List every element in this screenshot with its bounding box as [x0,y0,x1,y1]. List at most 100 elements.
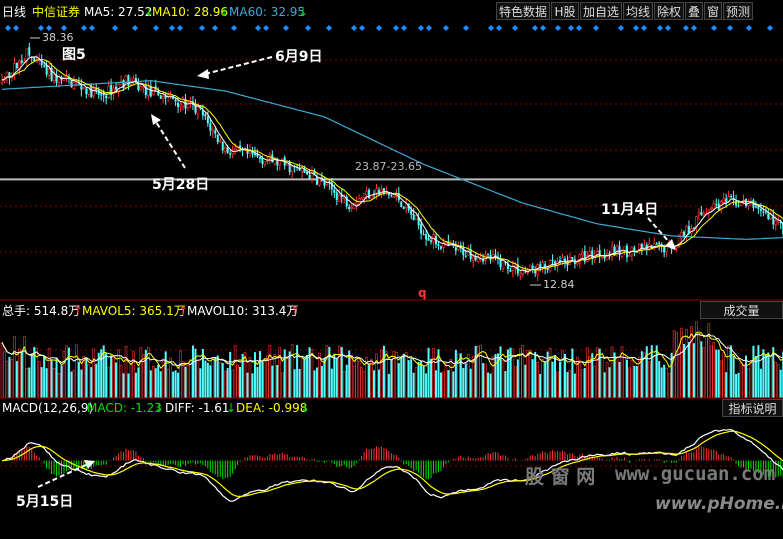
candle-body [179,104,182,107]
candle-body [159,95,162,99]
volume-bar [209,365,212,398]
volume-bar [717,349,720,398]
volume-bar [40,367,43,398]
candle-body [640,243,643,249]
candle-body [333,189,336,193]
mavol5-arrow: ↑ [178,304,189,318]
volume-bar [697,330,701,399]
candle-body [258,156,261,159]
volume-bar [769,357,773,399]
volume-bar [352,365,356,399]
volume-bar [504,371,507,398]
candle-body [420,224,423,234]
volume-bar [362,371,366,399]
candle-body [615,245,619,255]
candle-body [206,116,209,124]
candle-body [142,86,145,89]
candle-body [591,250,594,259]
ma10-arrow: ↓ [219,5,230,19]
volume-indicator-button[interactable]: 成交量 [700,301,783,319]
volume-bar [727,345,730,399]
ma60-arrow: ↓ [298,5,309,19]
volume-bar [437,349,440,398]
candle-body [407,203,410,211]
volume-bar [159,371,162,398]
volume-bar [196,360,200,399]
candle-body [578,254,582,263]
candle-body [33,57,36,61]
period-label[interactable]: 日线 [2,5,27,19]
candle-body [52,74,56,81]
volume-bar [754,356,757,398]
arrow-head [84,460,95,469]
candle-body [687,226,690,233]
candle-body [313,171,316,176]
total-volume-readout: 总手: 514.8万 [2,304,81,318]
volume-bar [52,368,56,399]
volume-bar [702,347,706,399]
volume-bar [134,372,137,398]
volume-bar [85,357,88,398]
volume-bar [712,341,716,399]
volume-bar [430,358,433,398]
volume-bar [303,358,306,398]
candle-body [739,202,743,206]
volume-bar [382,345,385,398]
candle-body [663,247,666,253]
volume-bar [50,359,53,398]
volume-bar [67,347,70,398]
volume-bar [459,353,462,398]
special-data-button[interactable]: 特色数据 [496,2,550,20]
volume-bar [368,363,371,398]
volume-bar [585,347,589,399]
volume-bar [239,366,242,398]
candle-body [561,257,564,262]
candle-body [600,255,604,258]
volume-bar [385,351,388,399]
volume-bar [452,371,455,398]
candle-body [559,260,561,263]
volume-bar [536,361,539,399]
candle-body [35,60,39,63]
moving-average-button[interactable]: 均线 [623,2,653,20]
volume-bar [122,373,125,398]
candle-body [709,207,713,210]
overlay-button[interactable]: 叠 [685,2,703,20]
event-marker [263,25,269,31]
volume-bar [608,367,611,398]
forecast-button[interactable]: 预测 [723,2,753,20]
candle-body [730,195,733,198]
window-button[interactable]: 窗 [704,2,722,20]
volume-bar [573,373,576,398]
candle-body [194,104,197,113]
h-share-button[interactable]: H股 [551,2,579,20]
candle-body [151,87,155,96]
volume-bar [151,366,155,399]
ex-rights-button[interactable]: 除权 [654,2,684,20]
candle-body [82,87,86,89]
figure-label: 图5 [62,47,86,63]
volume-bar [635,365,638,398]
volume-bar [625,359,628,398]
ma5-readout: MA5: 27.52 [84,5,153,19]
add-watchlist-button[interactable]: 加自选 [580,2,622,20]
volume-bar [25,368,29,399]
candle-body [712,203,716,210]
volume-bar [129,363,133,399]
candle-body [501,260,505,269]
volume-bar [501,360,505,399]
volume-bar [387,373,390,398]
event-marker [393,25,399,31]
volume-bar [80,369,83,398]
candle-body [196,106,200,115]
volume-bar [10,358,14,399]
event-marker [46,25,52,31]
event-marker [359,25,365,31]
volume-bar [489,373,492,398]
indicator-help-button[interactable]: 指标说明 [722,399,783,417]
volume-bar [172,371,175,398]
volume-bar [663,364,666,398]
candle-body [102,92,105,96]
volume-bar [47,348,51,399]
candle-body [348,206,351,210]
